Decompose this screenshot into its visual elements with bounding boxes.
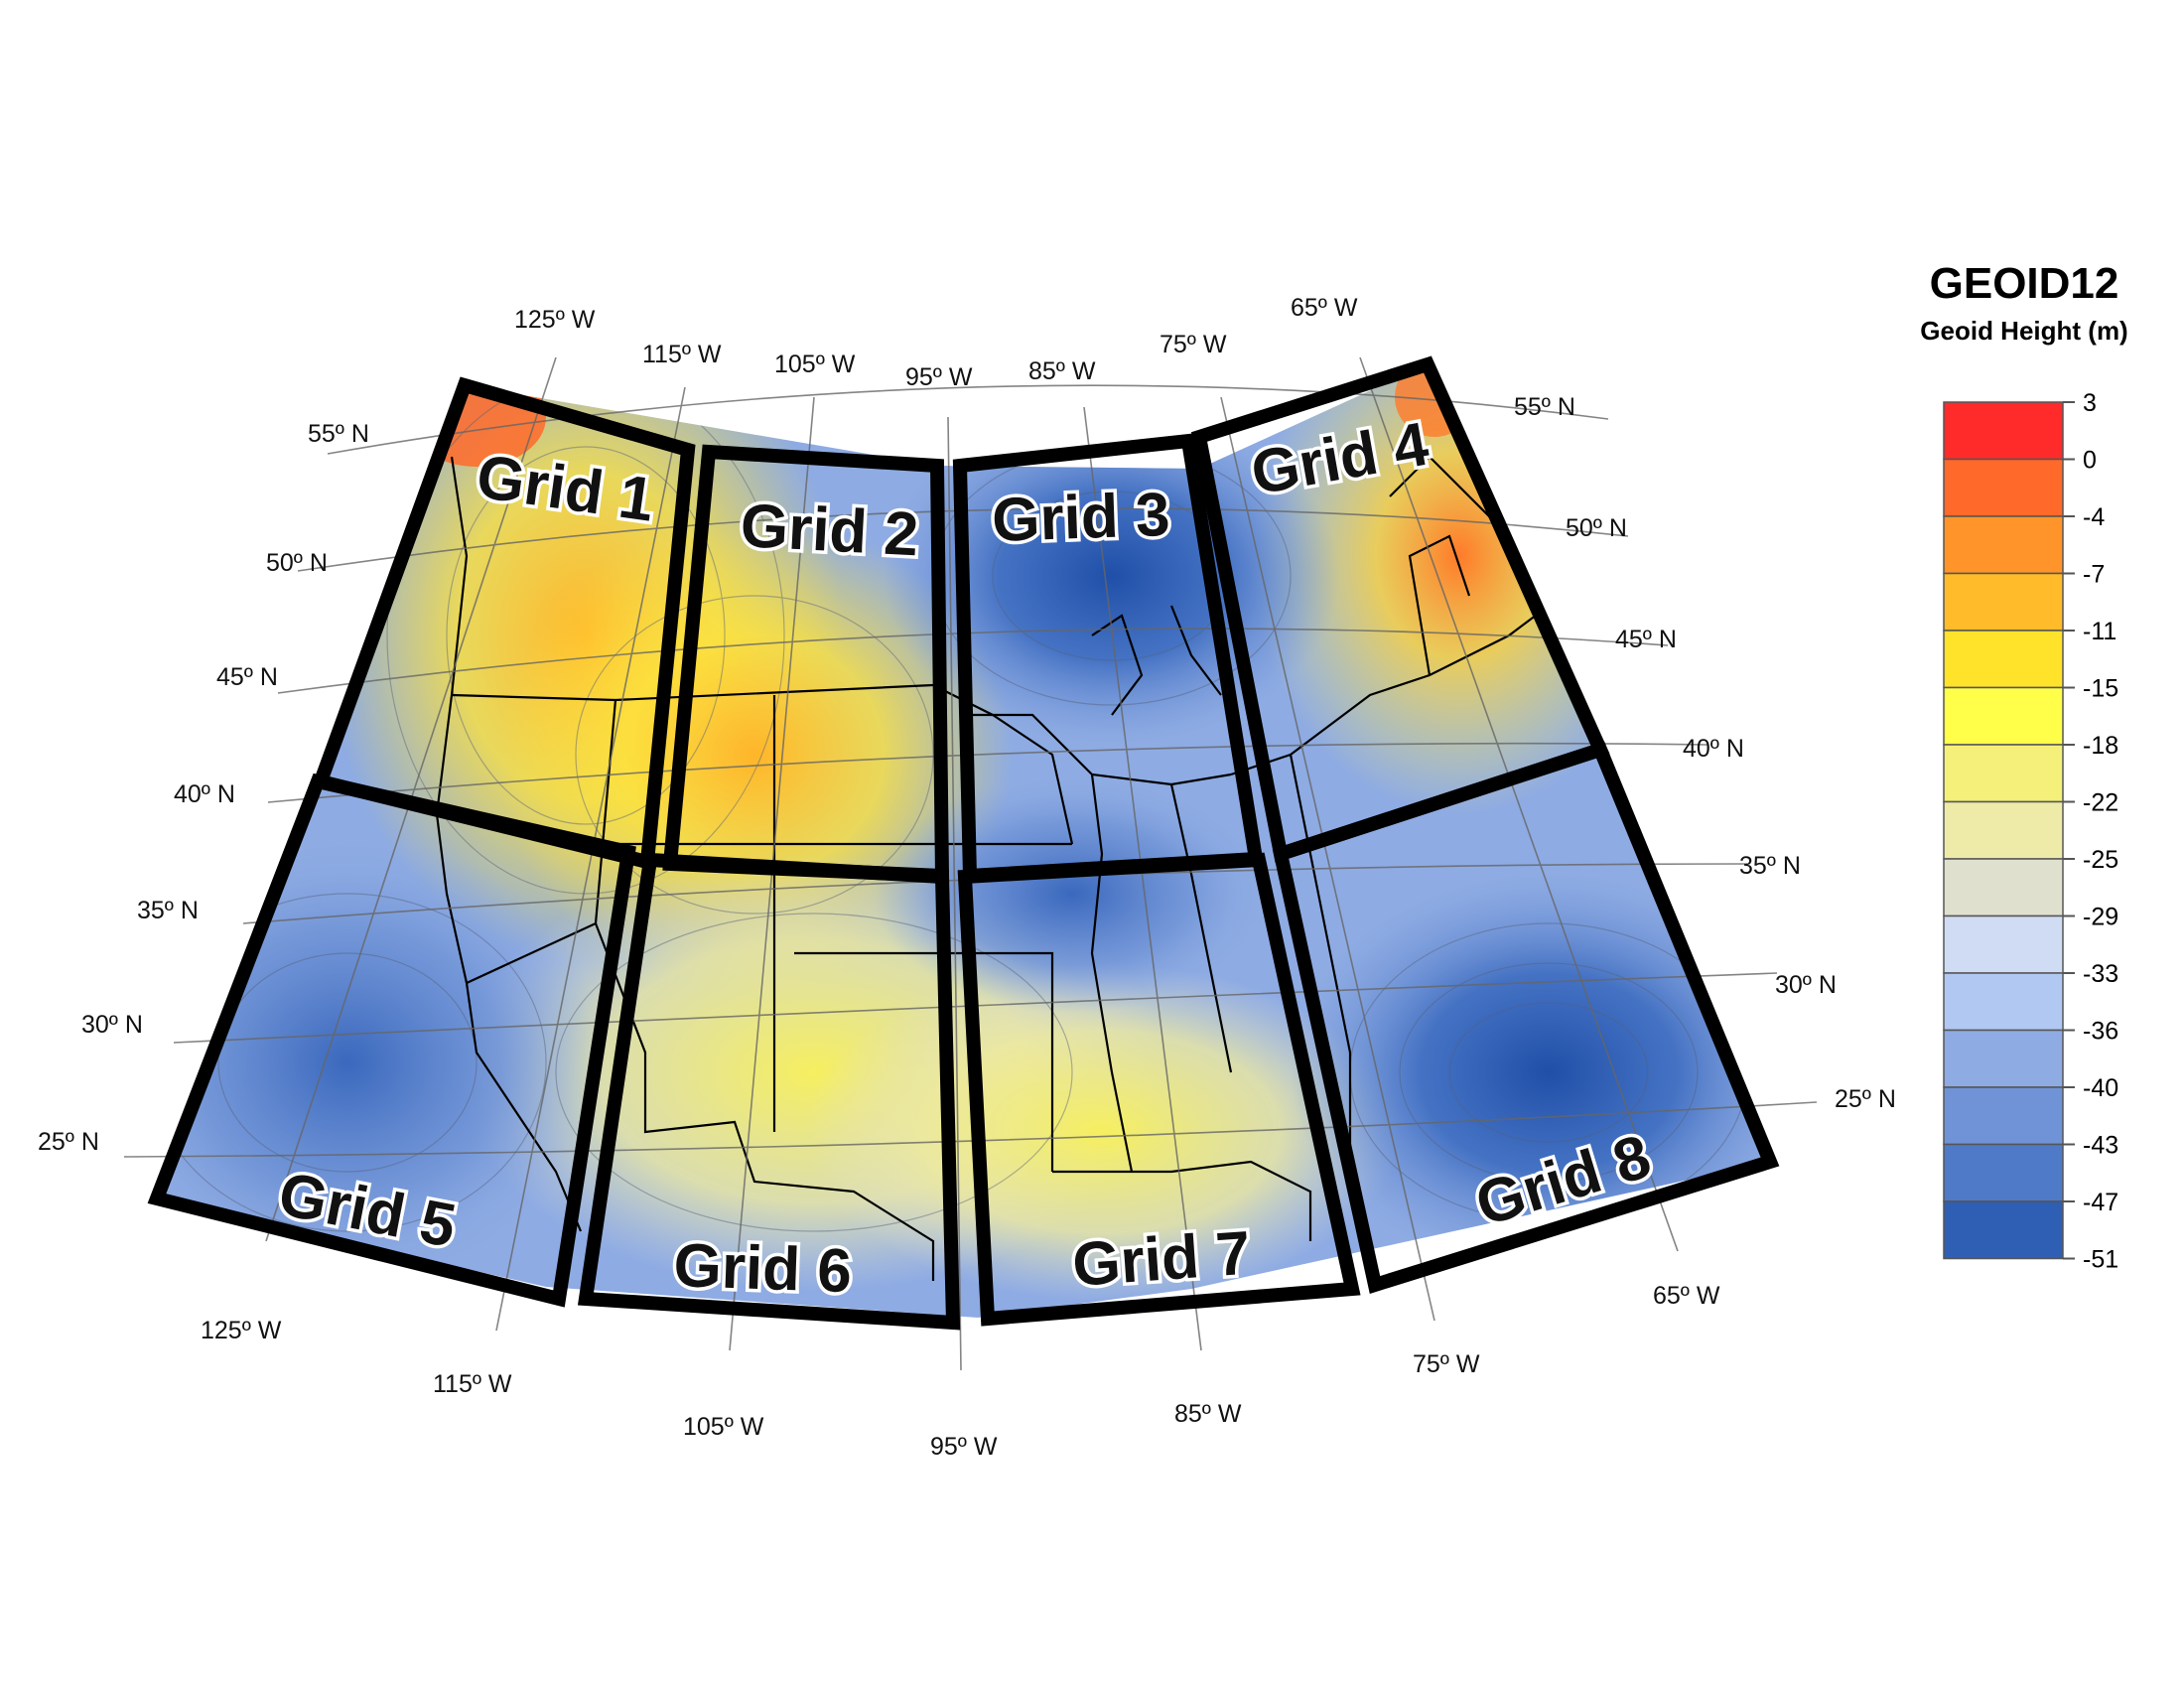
coastline-boundaries bbox=[435, 455, 1550, 1281]
legend-swatch bbox=[1943, 800, 2064, 860]
legend-swatch bbox=[1943, 686, 2064, 746]
legend-swatch bbox=[1943, 1143, 2064, 1202]
meridian-115w bbox=[495, 386, 686, 1332]
legend-tick-label: -18 bbox=[2083, 732, 2118, 760]
parallel-55n bbox=[327, 384, 1609, 455]
lon-label-bottom-125w: 125º W bbox=[201, 1317, 282, 1344]
legend-title: GEOID12 bbox=[1930, 259, 2119, 308]
legend: GEOID12 Geoid Height (m) 3 0 -4 -7 -11 -15 -18… bbox=[1920, 259, 2127, 1274]
legend-tick-label: -29 bbox=[2083, 904, 2118, 931]
legend-swatch bbox=[1943, 1200, 2064, 1260]
grid-7-outline bbox=[957, 852, 1361, 1327]
legend-swatch bbox=[1943, 1029, 2064, 1088]
lat-label-left-45n: 45º N bbox=[216, 663, 278, 691]
legend-tick-label: -51 bbox=[2083, 1246, 2118, 1274]
grid-label-6: Grid 6 bbox=[673, 1231, 853, 1306]
legend-tick-label: -33 bbox=[2083, 960, 2118, 988]
legend-swatch bbox=[1943, 572, 2064, 632]
parallel-45n bbox=[277, 628, 1669, 694]
legend-swatch bbox=[1943, 630, 2064, 689]
meridian-75w bbox=[1220, 396, 1435, 1322]
lat-label-left-50n: 50º N bbox=[266, 549, 328, 577]
longitude-labels-bottom: 125º W 115º W 105º W 95º W 85º W 75º W 6… bbox=[201, 1282, 1720, 1461]
lat-label-left-30n: 30º N bbox=[81, 1011, 143, 1039]
lat-label-right-55n: 55º N bbox=[1514, 393, 1575, 421]
lon-label-bottom-75w: 75º W bbox=[1413, 1350, 1480, 1378]
legend-tick-label: -47 bbox=[2083, 1189, 2118, 1216]
legend-tick-label: -43 bbox=[2083, 1132, 2118, 1160]
lat-label-left-40n: 40º N bbox=[174, 780, 235, 808]
grid-tiles bbox=[147, 355, 1780, 1331]
grid-5-outline bbox=[147, 773, 636, 1308]
latitude-labels-right: 55º N 50º N 45º N 40º N 35º N 30º N 25º … bbox=[1514, 393, 1896, 1113]
legend-subtitle: Geoid Height (m) bbox=[1920, 316, 2127, 346]
lon-label-top-105w: 105º W bbox=[774, 351, 856, 378]
lat-label-left-25n: 25º N bbox=[38, 1128, 99, 1156]
legend-tick-label: -7 bbox=[2083, 561, 2105, 589]
longitude-labels-top: 125º W 115º W 105º W 95º W 85º W 75º W 6… bbox=[514, 294, 1358, 391]
legend-swatch bbox=[1943, 458, 2064, 517]
lon-label-bottom-105w: 105º W bbox=[683, 1413, 764, 1441]
legend-tick-label: -15 bbox=[2083, 675, 2118, 703]
lat-label-right-30n: 30º N bbox=[1775, 971, 1837, 999]
meridian-65w bbox=[1359, 356, 1679, 1252]
lon-label-top-115w: 115º W bbox=[642, 341, 722, 368]
lon-label-bottom-95w: 95º W bbox=[930, 1433, 998, 1461]
meridian-95w bbox=[947, 416, 962, 1371]
lon-label-bottom-115w: 115º W bbox=[433, 1370, 512, 1398]
lat-label-right-35n: 35º N bbox=[1739, 852, 1801, 880]
legend-tick-label: 0 bbox=[2083, 447, 2097, 475]
lat-label-right-50n: 50º N bbox=[1566, 514, 1627, 542]
legend-tick-label: 3 bbox=[2083, 389, 2097, 417]
legend-swatch bbox=[1943, 972, 2064, 1032]
lat-label-left-35n: 35º N bbox=[137, 897, 199, 924]
lon-label-top-75w: 75º W bbox=[1160, 331, 1227, 358]
legend-swatch bbox=[1943, 401, 2064, 461]
lat-label-right-25n: 25º N bbox=[1835, 1085, 1896, 1113]
grid-label-3: Grid 3 bbox=[991, 481, 1170, 555]
grid-label-7: Grid 7 bbox=[1070, 1219, 1253, 1300]
lat-label-right-45n: 45º N bbox=[1615, 626, 1677, 653]
legend-tick-labels: 3 0 -4 -7 -11 -15 -18 -22 -25 -29 -33 -36 -40 -43 -47 -… bbox=[2063, 389, 2118, 1274]
legend-swatch bbox=[1943, 515, 2064, 575]
lat-label-right-40n: 40º N bbox=[1683, 735, 1744, 763]
legend-swatch bbox=[1943, 1086, 2064, 1146]
legend-tick-label: -36 bbox=[2083, 1018, 2118, 1046]
grid-label-4: Grid 4 bbox=[1246, 410, 1433, 508]
legend-swatch bbox=[1943, 744, 2064, 803]
lon-label-top-125w: 125º W bbox=[514, 306, 596, 334]
legend-swatches bbox=[1943, 401, 2064, 1260]
legend-swatch bbox=[1943, 914, 2064, 974]
lon-label-top-95w: 95º W bbox=[905, 363, 973, 391]
legend-tick-label: -11 bbox=[2083, 618, 2116, 645]
grid-8-outline bbox=[1272, 741, 1780, 1294]
lon-label-bottom-85w: 85º W bbox=[1174, 1400, 1242, 1428]
lon-label-bottom-65w: 65º W bbox=[1653, 1282, 1720, 1310]
legend-tick-label: -4 bbox=[2083, 503, 2105, 531]
parallel-30n bbox=[173, 972, 1778, 1044]
lon-label-top-65w: 65º W bbox=[1291, 294, 1358, 322]
grid-label-2: Grid 2 bbox=[739, 492, 920, 569]
latitude-labels-left: 55º N 50º N 45º N 40º N 35º N 30º N 25º … bbox=[38, 420, 369, 1156]
lon-label-top-85w: 85º W bbox=[1028, 357, 1096, 385]
parallel-50n bbox=[297, 507, 1629, 572]
legend-swatch bbox=[1943, 858, 2064, 917]
meridian-85w bbox=[1083, 406, 1202, 1351]
legend-tick-label: -25 bbox=[2083, 846, 2118, 874]
lat-label-left-55n: 55º N bbox=[308, 420, 369, 448]
legend-tick-label: -22 bbox=[2083, 789, 2118, 817]
parallel-40n bbox=[267, 742, 1708, 803]
legend-tick-label: -40 bbox=[2083, 1074, 2118, 1102]
grid-6-outline bbox=[577, 852, 961, 1331]
